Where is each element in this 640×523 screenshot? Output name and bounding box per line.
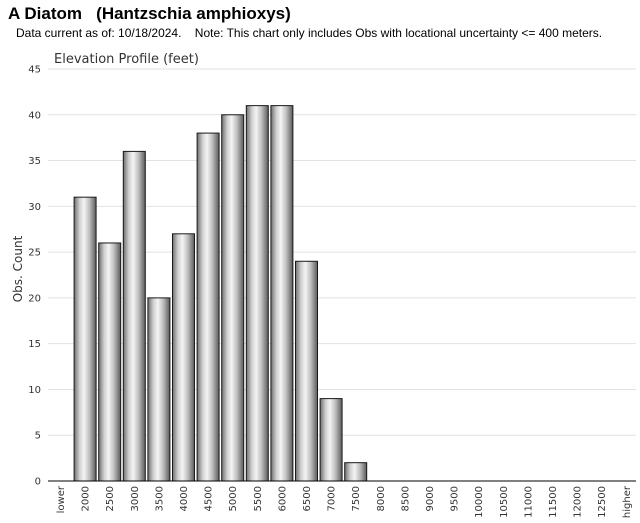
x-tick-label: 6500: [302, 486, 313, 511]
x-tick-label: 2000: [81, 486, 92, 511]
x-tick-label: 7000: [327, 486, 338, 511]
y-tick-label: 40: [28, 110, 41, 121]
bar: [245, 105, 269, 482]
bar: [319, 398, 343, 482]
grid-lines: [48, 68, 636, 482]
y-tick-label: 5: [35, 431, 41, 442]
x-tick-label: 9500: [450, 486, 461, 511]
y-tick-label: 10: [28, 385, 41, 396]
bar: [98, 242, 122, 482]
bars: [73, 105, 368, 482]
x-tick-label: 6000: [277, 486, 288, 511]
y-tick-label: 0: [35, 477, 41, 488]
x-tick-label: 4000: [179, 486, 190, 511]
bar: [221, 114, 245, 482]
x-tick-label: 11000: [523, 486, 534, 518]
x-tick-label: 5000: [228, 486, 239, 511]
y-axis-label: Obs. Count: [11, 235, 25, 302]
x-tick-label: 2500: [105, 486, 116, 511]
data-note: Data current as of: 10/18/2024. Note: Th…: [16, 26, 603, 40]
x-tick-label: higher: [622, 485, 633, 518]
x-tick-label: 12500: [597, 486, 608, 518]
x-tick-label: 8500: [400, 486, 411, 511]
y-tick-label: 45: [28, 65, 41, 76]
y-tick-labels: 0 5 10 15 20 25 30 35 40 45: [28, 65, 41, 488]
chart-title: Elevation Profile (feet): [54, 52, 199, 67]
y-tick-label: 35: [28, 156, 41, 167]
x-tick-label: 12000: [573, 486, 584, 518]
y-tick-label: 20: [28, 293, 41, 304]
x-tick-label: 10500: [499, 486, 510, 518]
x-tick-label: 8000: [376, 486, 387, 511]
bar: [295, 260, 318, 482]
bar: [196, 132, 220, 482]
x-tick-labels: lower 2000 2500 3000 3500 4000 4500 5000 5500 600…: [56, 485, 633, 518]
y-tick-label: 15: [28, 339, 41, 350]
x-tick-label: 11500: [548, 486, 559, 518]
page-title: A Diatom (Hantzschia amphioxys): [8, 4, 291, 23]
x-tick-label: 3500: [154, 486, 165, 511]
bar: [147, 297, 171, 482]
x-tick-label: 4500: [204, 486, 215, 511]
y-tick-label: 25: [28, 248, 41, 259]
bar: [122, 150, 146, 482]
bar: [73, 196, 97, 482]
bar: [344, 462, 368, 482]
bar: [270, 105, 294, 482]
x-tick-label: 9000: [425, 486, 436, 511]
x-tick-label: 5500: [253, 486, 264, 511]
x-tick-label: lower: [56, 485, 67, 513]
x-tick-label: 7500: [351, 486, 362, 511]
x-tick-label: 10000: [474, 486, 485, 518]
bar: [172, 233, 195, 482]
y-tick-label: 30: [28, 202, 41, 213]
x-tick-label: 3000: [130, 486, 141, 511]
